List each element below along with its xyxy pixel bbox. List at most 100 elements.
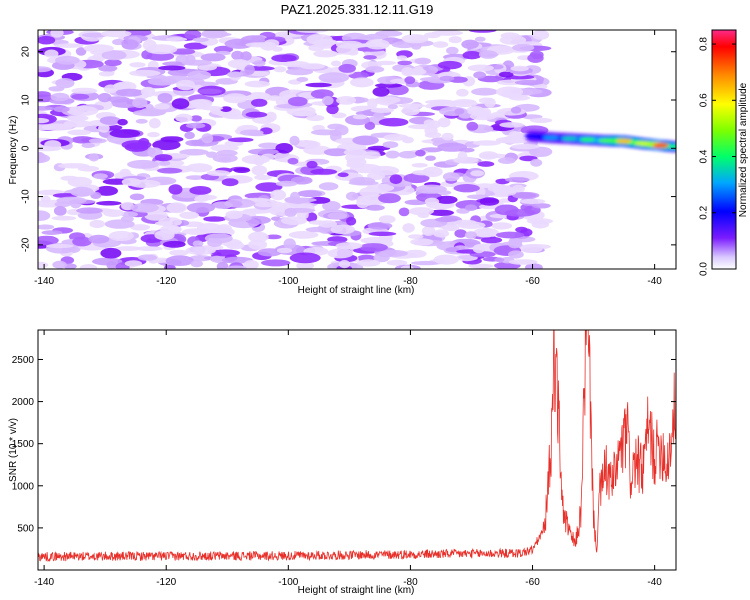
noise-blob xyxy=(203,216,226,222)
noise-blob xyxy=(254,201,276,208)
noise-blob xyxy=(296,77,309,82)
noise-blob xyxy=(227,71,244,78)
noise-blob xyxy=(96,200,122,206)
noise-blob xyxy=(51,215,77,221)
noise-blob xyxy=(343,148,367,156)
noise-blob xyxy=(267,95,283,101)
noise-blob xyxy=(471,87,499,96)
noise-blob xyxy=(130,203,159,213)
noise-blob xyxy=(330,60,342,67)
spectrogram-frame xyxy=(37,29,677,270)
noise-blob xyxy=(162,61,186,66)
noise-blob xyxy=(451,100,478,107)
noise-blob xyxy=(505,177,530,183)
x-tick-label: -140 xyxy=(34,577,54,588)
noise-blob xyxy=(439,75,455,82)
noise-blob xyxy=(514,79,544,86)
y-tick-label: 20 xyxy=(21,46,32,58)
noise-blob xyxy=(221,178,239,187)
noise-blob xyxy=(306,114,325,122)
noise-blob xyxy=(504,209,536,217)
y-tick-label: -20 xyxy=(21,237,32,252)
signal-peak xyxy=(652,143,669,148)
noise-blob xyxy=(308,220,326,225)
noise-blob xyxy=(129,179,161,188)
noise-blob xyxy=(53,106,70,113)
noise-blob xyxy=(497,139,528,144)
noise-blob xyxy=(108,230,134,242)
noise-blob xyxy=(505,74,535,80)
noise-blob xyxy=(197,88,223,95)
x-tick-label: -80 xyxy=(403,276,418,287)
noise-blob xyxy=(425,155,436,161)
noise-blob xyxy=(183,42,208,50)
noise-blob xyxy=(44,49,59,58)
noise-blob xyxy=(287,96,308,107)
noise-blob xyxy=(299,63,325,70)
noise-blob xyxy=(289,252,321,264)
signal-peak xyxy=(579,137,596,142)
noise-blob xyxy=(453,184,480,193)
noise-blob xyxy=(148,118,161,129)
noise-blob xyxy=(350,77,374,88)
noise-blob xyxy=(88,138,107,144)
noise-blob xyxy=(274,152,292,162)
noise-blob xyxy=(270,189,287,201)
noise-blob xyxy=(159,160,171,166)
noise-blob xyxy=(38,210,51,221)
noise-blob xyxy=(425,99,456,105)
noise-blob xyxy=(67,115,89,122)
noise-blob xyxy=(352,114,368,120)
noise-blob xyxy=(109,129,141,138)
noise-blob xyxy=(189,186,212,195)
noise-blob xyxy=(365,204,385,211)
noise-blob xyxy=(512,191,540,199)
noise-blob xyxy=(201,133,214,144)
noise-blob xyxy=(146,51,175,61)
noise-blob xyxy=(414,57,431,65)
noise-blob xyxy=(260,41,277,51)
noise-blob xyxy=(510,65,529,72)
signal-peak xyxy=(524,134,541,139)
y-tick-label: 2000 xyxy=(12,397,35,408)
noise-blob xyxy=(477,228,496,238)
noise-blob xyxy=(345,191,359,201)
noise-blob xyxy=(129,193,145,201)
noise-blob xyxy=(53,206,67,216)
noise-blob xyxy=(175,113,193,123)
noise-blob xyxy=(227,137,254,143)
noise-blob xyxy=(422,166,443,178)
noise-blob xyxy=(437,60,462,70)
noise-blob xyxy=(117,118,128,126)
noise-blob xyxy=(187,70,212,81)
noise-blob xyxy=(411,42,422,50)
noise-blob xyxy=(336,44,358,55)
noise-blob xyxy=(38,235,59,246)
noise-blob xyxy=(327,212,348,220)
noise-blob xyxy=(508,130,522,140)
noise-blob xyxy=(154,230,175,241)
noise-blob xyxy=(192,37,209,43)
noise-blob xyxy=(225,210,243,219)
spectrogram-x-axis: -140 -120 -100 -80 -60 -40 xyxy=(34,30,662,287)
snr-series xyxy=(38,330,676,563)
noise-blob xyxy=(511,143,540,150)
noise-blob xyxy=(322,200,341,212)
noise-blob xyxy=(135,118,148,124)
noise-blob xyxy=(454,229,467,238)
noise-blob xyxy=(248,239,268,250)
snr-x-axis: -140 -120 -100 -80 -60 -40 xyxy=(34,330,662,588)
noise-blob xyxy=(88,234,110,244)
noise-blob xyxy=(310,129,339,136)
noise-blob xyxy=(372,86,390,97)
noise-blob xyxy=(75,47,87,56)
noise-blob xyxy=(283,238,296,249)
noise-blob xyxy=(472,140,501,146)
noise-blob xyxy=(378,117,409,127)
noise-blob xyxy=(510,106,522,114)
colorbar-tick-label: 0.6 xyxy=(699,93,710,107)
noise-blob xyxy=(404,76,416,85)
noise-blob xyxy=(467,64,494,72)
noise-blob xyxy=(265,234,282,240)
